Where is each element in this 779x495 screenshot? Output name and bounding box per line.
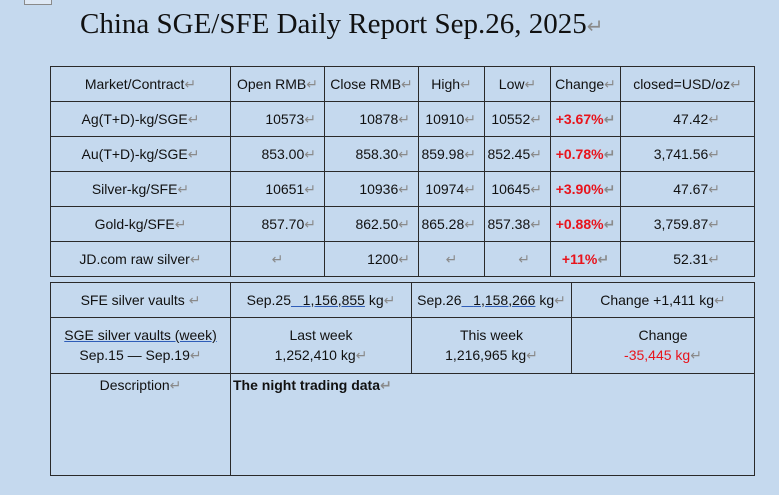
description-text: The night trading data↵: [230, 373, 755, 476]
description-label: Description↵: [50, 373, 231, 476]
sfe-vaults-row: SFE silver vaults ↵ Sep.25 1,156,855 kg↵…: [50, 282, 755, 318]
usd-cell: 52.31↵: [620, 241, 755, 277]
close-cell: 10878↵: [324, 101, 419, 137]
open-cell: 853.00↵: [230, 136, 325, 172]
change-cell: +11%↵: [550, 241, 621, 277]
open-cell: 10573↵: [230, 101, 325, 137]
description-row: Description↵ The night trading data↵: [50, 373, 755, 476]
close-cell: 858.30↵: [324, 136, 419, 172]
header-cell: Low↵: [484, 66, 551, 102]
header-cell: Market/Contract↵: [50, 66, 231, 102]
contract-cell: Gold-kg/SFE↵: [50, 206, 231, 242]
price-table: Market/Contract↵ Open RMB↵ Close RMB↵ Hi…: [50, 66, 755, 277]
high-cell: ↵: [418, 241, 485, 277]
high-cell: 10910↵: [418, 101, 485, 137]
usd-cell: 3,741.56↵: [620, 136, 755, 172]
sge-vaults-label: SGE silver vaults (week) Sep.15 — Sep.19↵: [50, 317, 231, 374]
close-cell: 862.50↵: [324, 206, 419, 242]
report-title: China SGE/SFE Daily Report Sep.26, 2025↵: [80, 8, 604, 40]
sfe-vaults-label: SFE silver vaults ↵: [50, 282, 231, 318]
change-cell: +3.90%↵: [550, 171, 621, 207]
table-row: Au(T+D)-kg/SGE↵ 853.00↵ 858.30↵ 859.98↵ …: [50, 136, 755, 172]
open-cell: 857.70↵: [230, 206, 325, 242]
low-cell: 10552↵: [484, 101, 551, 137]
table-row: Gold-kg/SFE↵ 857.70↵ 862.50↵ 865.28↵ 857…: [50, 206, 755, 242]
low-cell: 852.45↵: [484, 136, 551, 172]
change-cell: +0.78%↵: [550, 136, 621, 172]
contract-cell: Ag(T+D)-kg/SGE↵: [50, 101, 231, 137]
vaults-table: SFE silver vaults ↵ Sep.25 1,156,855 kg↵…: [50, 282, 755, 476]
header-cell: Open RMB↵: [230, 66, 325, 102]
sfe-prev-value: Sep.25 1,156,855 kg↵: [230, 282, 412, 318]
sge-last-week: Last week 1,252,410 kg↵: [230, 317, 412, 374]
change-cell: +3.67%↵: [550, 101, 621, 137]
low-cell: 10645↵: [484, 171, 551, 207]
sge-vaults-row: SGE silver vaults (week) Sep.15 — Sep.19↵…: [50, 317, 755, 374]
high-cell: 859.98↵: [418, 136, 485, 172]
sge-change: Change -35,445 kg↵: [571, 317, 755, 374]
low-cell: ↵: [484, 241, 551, 277]
usd-cell: 47.67↵: [620, 171, 755, 207]
close-cell: 1200↵: [324, 241, 419, 277]
open-cell: 10651↵: [230, 171, 325, 207]
usd-cell: 3,759.87↵: [620, 206, 755, 242]
table-header-row: Market/Contract↵ Open RMB↵ Close RMB↵ Hi…: [50, 66, 755, 102]
header-cell: Change↵: [550, 66, 621, 102]
table-row: Ag(T+D)-kg/SGE↵ 10573↵ 10878↵ 10910↵ 105…: [50, 101, 755, 137]
change-cell: +0.88%↵: [550, 206, 621, 242]
sfe-curr-value: Sep.26 1,158,266 kg↵: [411, 282, 572, 318]
header-cell: High↵: [418, 66, 485, 102]
low-cell: 857.38↵: [484, 206, 551, 242]
sge-this-week: This week 1,216,965 kg↵: [411, 317, 572, 374]
header-cell: Close RMB↵: [324, 66, 419, 102]
close-cell: 10936↵: [324, 171, 419, 207]
usd-cell: 47.42↵: [620, 101, 755, 137]
contract-cell: Au(T+D)-kg/SGE↵: [50, 136, 231, 172]
open-cell: ↵: [230, 241, 325, 277]
high-cell: 10974↵: [418, 171, 485, 207]
high-cell: 865.28↵: [418, 206, 485, 242]
table-row: JD.com raw silver↵ ↵ 1200↵ ↵ ↵ +11%↵ 52.…: [50, 241, 755, 277]
page-corner-marker: [24, 0, 52, 5]
contract-cell: Silver-kg/SFE↵: [50, 171, 231, 207]
sfe-change: Change +1,411 kg↵: [571, 282, 755, 318]
contract-cell: JD.com raw silver↵: [50, 241, 231, 277]
table-row: Silver-kg/SFE↵ 10651↵ 10936↵ 10974↵ 1064…: [50, 171, 755, 207]
header-cell: closed=USD/oz↵: [620, 66, 755, 102]
